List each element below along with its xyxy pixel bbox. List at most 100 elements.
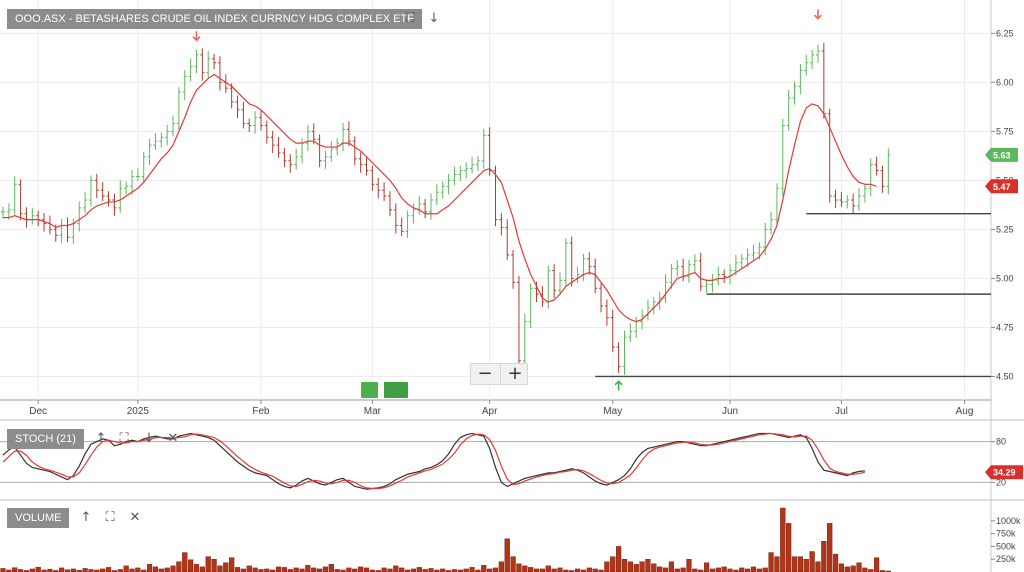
volume-bar — [621, 559, 628, 572]
volume-bar — [832, 553, 839, 572]
volume-bar — [786, 523, 792, 572]
price-bar — [769, 211, 774, 235]
volume-panel-title: VOLUME — [7, 508, 70, 528]
price-bar — [77, 201, 82, 232]
price-bar — [857, 188, 862, 211]
volume-bar — [328, 564, 334, 572]
volume-bar — [821, 541, 827, 572]
volume-bar — [762, 567, 768, 572]
volume-bar — [557, 567, 563, 572]
volume-bar — [41, 569, 47, 572]
price-bar — [346, 121, 351, 147]
x-tick-label: Jun — [722, 406, 738, 417]
stoch-y-tick-label: 80 — [996, 437, 1006, 447]
volume-bar — [404, 569, 411, 572]
volume-bar — [293, 567, 299, 572]
volume-bar — [35, 566, 41, 572]
volume-bar — [498, 561, 504, 572]
price-bar — [12, 176, 17, 215]
price-bar — [188, 58, 193, 82]
price-bar — [370, 165, 375, 191]
price-y-tick-label: 5.75 — [996, 126, 1014, 136]
volume-bar — [6, 569, 12, 572]
price-bar — [176, 87, 181, 130]
volume-bar — [188, 559, 194, 572]
expand-icon[interactable]: ⛶ — [405, 11, 415, 26]
price-bar — [698, 252, 703, 292]
price-bar — [88, 175, 93, 207]
volume-bar — [88, 569, 94, 572]
price-bar — [282, 148, 287, 168]
price-bar — [599, 283, 604, 313]
expand-icon[interactable]: ⛶ — [105, 510, 115, 525]
price-bar — [440, 181, 445, 199]
price-y-tick-label: 6.00 — [996, 77, 1014, 87]
price-bar — [212, 53, 217, 70]
volume-bar — [815, 561, 821, 572]
arrow-up-icon[interactable]: ↑ — [80, 510, 92, 525]
volume-bar — [152, 566, 159, 572]
volume-bar — [481, 565, 487, 572]
price-bar — [18, 179, 23, 221]
volume-bar — [616, 546, 622, 572]
stoch-last-value-tag — [985, 465, 1023, 480]
volume-bar — [393, 565, 399, 572]
price-bar — [475, 155, 480, 172]
close-icon[interactable]: ✕ — [167, 431, 179, 446]
volume-bar — [598, 569, 604, 572]
price-bar — [798, 64, 803, 95]
volume-bar — [217, 565, 223, 572]
volume-bar — [334, 569, 340, 572]
period-selector-button[interactable] — [361, 382, 378, 398]
volume-bar — [504, 538, 510, 572]
volume-bar — [563, 569, 569, 572]
volume-bar — [117, 569, 123, 572]
volume-bar — [59, 567, 65, 572]
price-bar — [874, 156, 879, 176]
price-bar — [118, 180, 123, 213]
arrow-down-icon[interactable]: ↓ — [143, 431, 155, 446]
zoom-in-button[interactable]: + — [500, 364, 529, 384]
price-bar — [780, 119, 785, 197]
price-bar — [288, 154, 293, 173]
price-bar — [141, 151, 146, 183]
price-bar — [804, 54, 809, 76]
price-panel-title: OOO.ASX - BETASHARES CRUDE OIL INDEX CUR… — [7, 9, 422, 29]
price-bar — [663, 274, 668, 303]
volume-bar — [369, 569, 375, 572]
volume-bar — [176, 561, 182, 572]
price-bar — [774, 183, 779, 227]
price-bar — [358, 152, 363, 173]
volume-bar — [739, 567, 745, 572]
x-tick-label: 2025 — [127, 406, 150, 417]
price-y-tick-label: 5.00 — [996, 273, 1014, 283]
volume-bar — [809, 551, 815, 572]
last-value-label: 5.63 — [993, 150, 1011, 160]
price-bar — [182, 70, 187, 101]
volume-bar — [199, 566, 205, 572]
price-bar — [692, 254, 697, 273]
price-bar — [868, 158, 873, 197]
close-icon[interactable]: ✕ — [129, 510, 141, 525]
price-bar — [153, 133, 158, 150]
price-bar — [839, 191, 844, 207]
price-bar — [616, 342, 621, 374]
x-tick-label: May — [603, 406, 622, 417]
volume-bar — [528, 567, 534, 572]
period-range-button[interactable] — [384, 382, 408, 398]
zoom-out-button[interactable]: − — [477, 363, 493, 384]
expand-icon[interactable]: ⛶ — [119, 431, 129, 446]
price-bar — [745, 248, 750, 267]
price-bar — [59, 219, 64, 244]
price-bar — [42, 213, 47, 232]
price-bar — [716, 266, 721, 286]
price-bar — [886, 148, 891, 195]
volume-bar — [234, 567, 241, 572]
volume-bar — [856, 562, 862, 572]
volume-bar — [733, 569, 739, 572]
price-bar — [247, 118, 252, 132]
volume-bar — [246, 565, 252, 572]
price-bar — [171, 115, 176, 137]
arrow-up-icon[interactable]: ↑ — [95, 431, 107, 446]
arrow-down-icon[interactable]: ↓ — [428, 11, 440, 26]
